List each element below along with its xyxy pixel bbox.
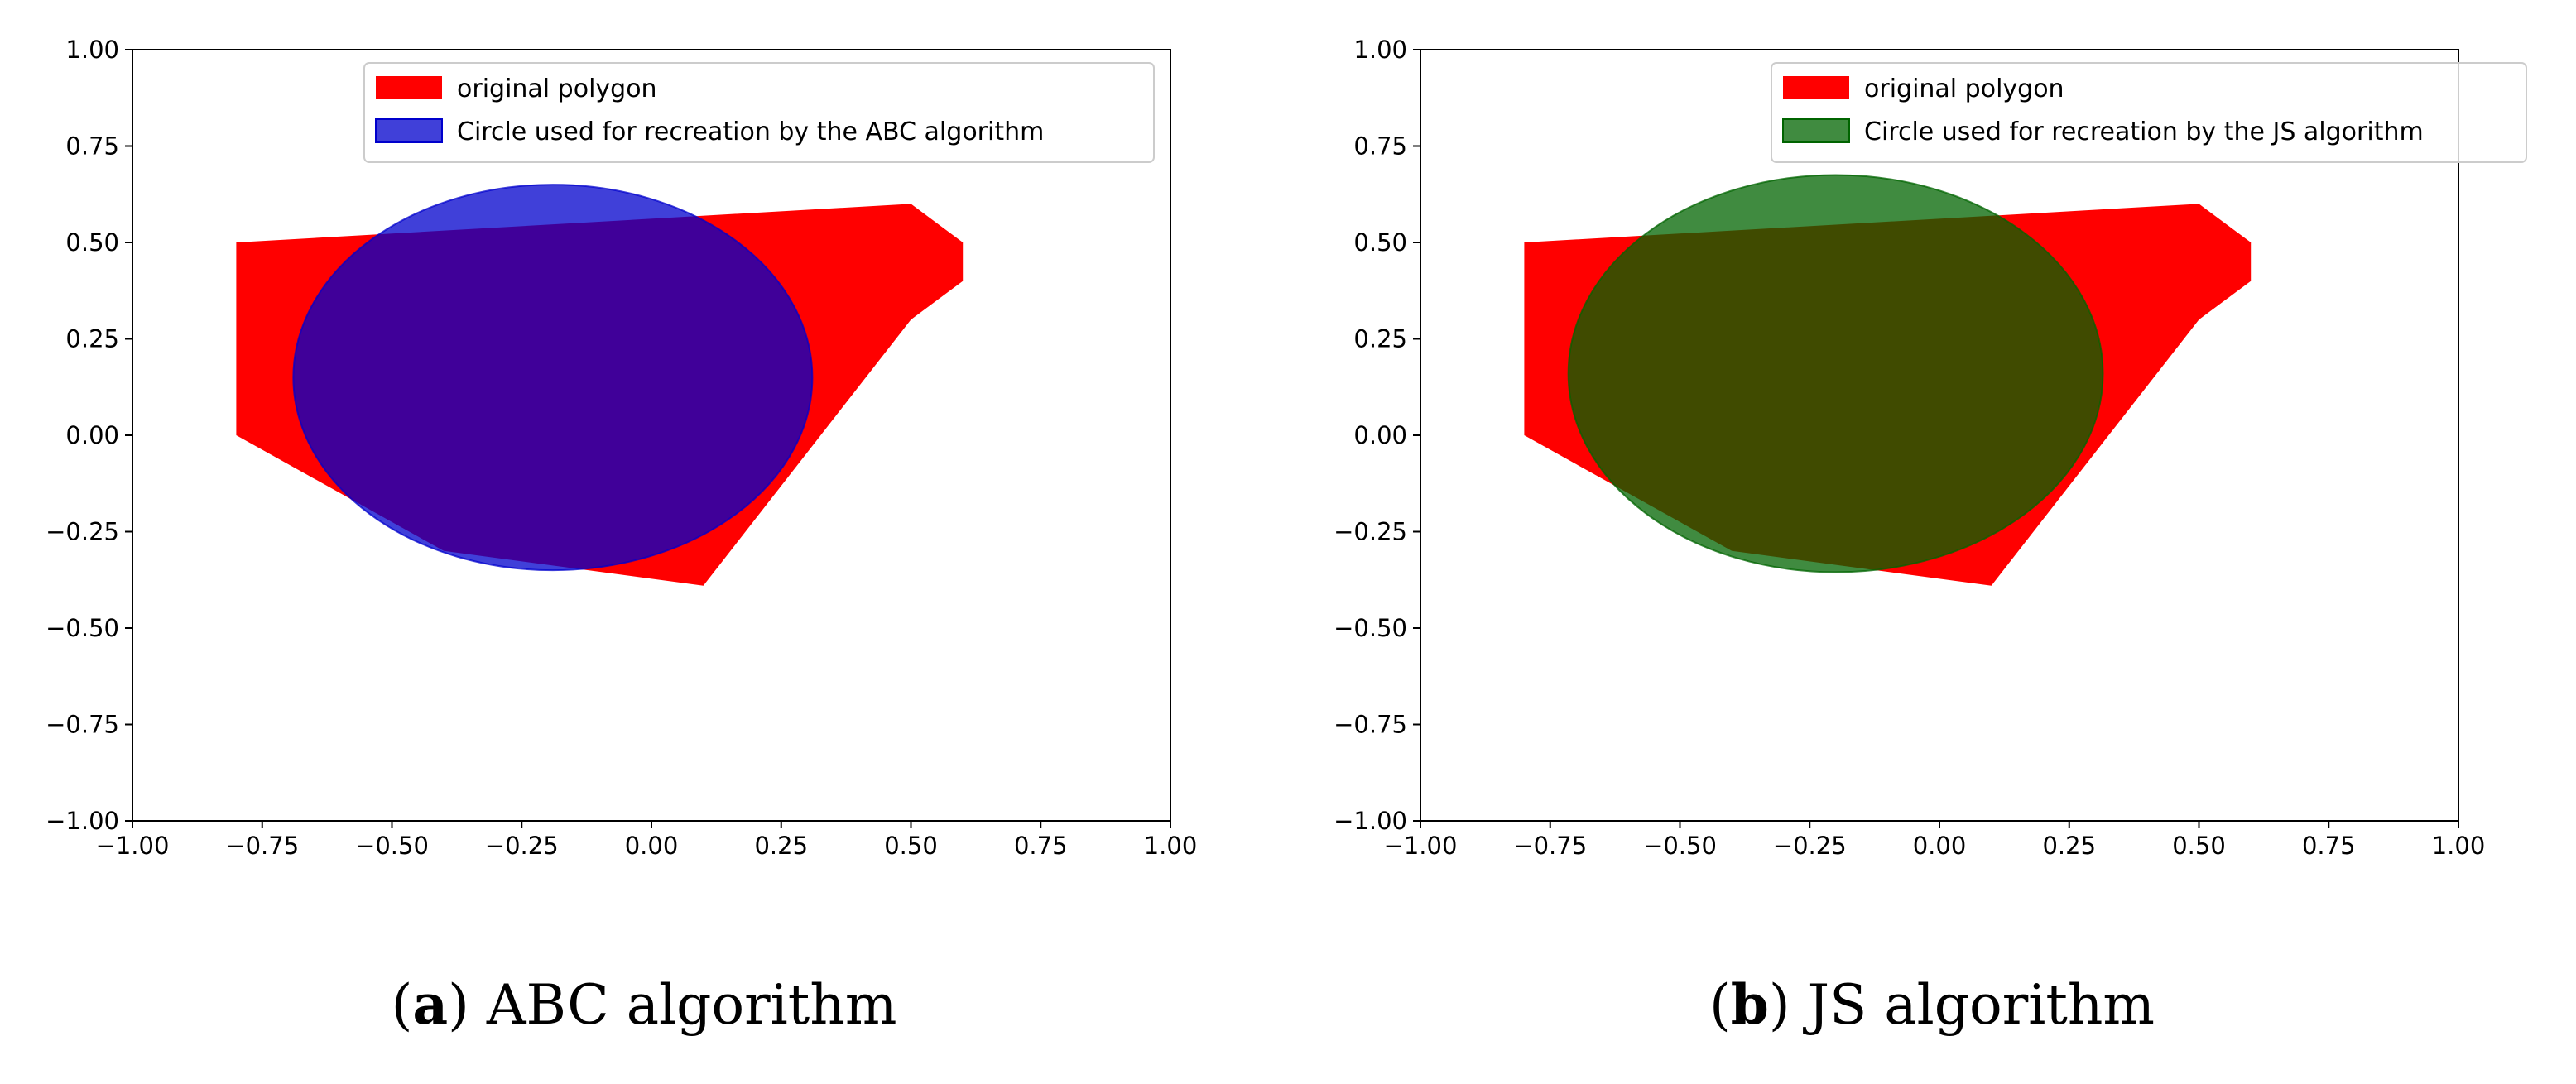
y-tick-label: −1.00 (46, 807, 119, 835)
y-tick-label: 0.25 (1353, 325, 1407, 353)
y-tick-label: 0.75 (1353, 132, 1407, 161)
y-tick-label: 1.00 (1353, 36, 1407, 64)
caption-js: (b) JS algorithm (1709, 972, 2155, 1037)
caption-tag-abc: a (412, 972, 449, 1037)
x-tick-label: −0.50 (355, 832, 429, 860)
y-tick-label: −0.75 (46, 711, 119, 739)
chart-abc-plot: −1.00 −0.75 −0.50 −0.25 0.00 0.25 0.50 0.75 1.00… (46, 36, 1198, 860)
x-tick-label: 0.75 (2302, 832, 2356, 860)
x-tick-label: −1.00 (96, 832, 170, 860)
chart-panel-js: −1.00 −0.75 −0.50 −0.25 0.00 0.25 0.50 0.75 1.00… (1288, 0, 2576, 1084)
circle-shape (1567, 174, 2104, 573)
caption-abc: (a) ABC algorithm (391, 972, 897, 1037)
x-tick-label: −0.50 (1643, 832, 1717, 860)
y-tick-label: 0.00 (65, 421, 119, 449)
chart-js-plot: −1.00 −0.75 −0.50 −0.25 0.00 0.25 0.50 0.75 1.00… (1334, 36, 2527, 860)
x-tick-label: 1.00 (2432, 832, 2486, 860)
legend-swatch-polygon (1783, 76, 1849, 99)
caption-text-abc: ABC algorithm (486, 973, 897, 1037)
legend-label-circle: Circle used for recreation by the JS alg… (1864, 118, 2424, 146)
legend-swatch-circle (375, 118, 443, 143)
x-tick-label: −0.75 (1513, 832, 1587, 860)
x-tick-label: 0.25 (2042, 832, 2096, 860)
caption-text-js: JS algorithm (1807, 973, 2155, 1037)
x-tick-label: 0.25 (754, 832, 808, 860)
legend-swatch-circle (1782, 118, 1850, 143)
x-tick-label: 0.50 (884, 832, 938, 860)
legend-box (363, 62, 1155, 163)
legend-label-polygon: original polygon (457, 74, 657, 103)
x-tick-label: 1.00 (1144, 832, 1198, 860)
circle-shape (292, 184, 814, 572)
legend-label-circle: Circle used for recreation by the ABC al… (457, 118, 1044, 146)
caption-tag-js: b (1730, 972, 1769, 1037)
x-tick-label: 0.00 (1913, 832, 1967, 860)
x-tick-label: 0.75 (1014, 832, 1068, 860)
y-tick-label: −1.00 (1334, 807, 1407, 835)
y-tick-label: −0.75 (1334, 711, 1407, 739)
y-tick-label: 0.75 (65, 132, 119, 161)
legend-box (1771, 62, 2527, 163)
x-tick-label: −0.25 (1773, 832, 1847, 860)
legend-swatch-polygon (376, 76, 442, 99)
chart-panel-abc: −1.00 −0.75 −0.50 −0.25 0.00 0.25 0.50 0.75 1.00… (46, 36, 1198, 1037)
x-tick-label: −0.25 (485, 832, 559, 860)
y-tick-label: −0.25 (1334, 518, 1407, 546)
y-tick-label: 0.50 (65, 228, 119, 257)
y-tick-label: −0.50 (46, 614, 119, 642)
y-tick-label: 0.50 (1353, 228, 1407, 257)
x-tick-label: 0.00 (625, 832, 679, 860)
y-tick-label: 0.00 (1353, 421, 1407, 449)
x-tick-label: −1.00 (1384, 832, 1458, 860)
y-tick-label: −0.50 (1334, 614, 1407, 642)
y-tick-label: 1.00 (65, 36, 119, 64)
x-tick-label: −0.75 (225, 832, 299, 860)
y-tick-label: −0.25 (46, 518, 119, 546)
y-tick-label: 0.25 (65, 325, 119, 353)
x-tick-label: 0.50 (2172, 832, 2226, 860)
legend-label-polygon: original polygon (1864, 74, 2064, 103)
